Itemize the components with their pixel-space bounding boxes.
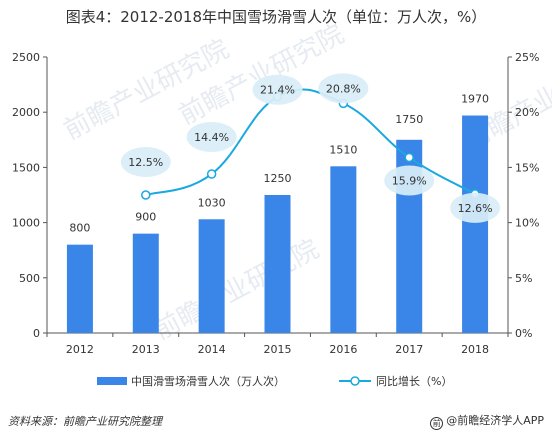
y-left-tick-label: 500 bbox=[19, 272, 40, 285]
y-left-tick-label: 2500 bbox=[12, 51, 40, 64]
growth-data-label: 21.4% bbox=[260, 84, 295, 97]
legend-bar-label: 中国滑雪场滑雪人次（万人次） bbox=[131, 374, 285, 388]
y-right-tick-label: 5% bbox=[515, 272, 532, 285]
growth-data-label: 15.9% bbox=[392, 174, 427, 187]
growth-data-label: 12.5% bbox=[128, 156, 163, 169]
brand-logo-icon: 前 bbox=[430, 417, 444, 430]
watermark-text: 前瞻产业研究院 bbox=[149, 234, 324, 346]
y-right-tick-label: 10% bbox=[515, 217, 539, 230]
y-right-tick-label: 0% bbox=[515, 327, 532, 340]
growth-bubble bbox=[120, 147, 171, 177]
x-tick-label: 2013 bbox=[132, 343, 160, 356]
bar-data-label: 1750 bbox=[395, 113, 423, 126]
x-tick-label: 2017 bbox=[395, 343, 423, 356]
growth-data-label: 20.8% bbox=[326, 82, 361, 95]
bar bbox=[462, 115, 489, 334]
bar-data-label: 1970 bbox=[461, 93, 489, 106]
growth-bubble bbox=[252, 74, 303, 105]
growth-point bbox=[404, 152, 414, 163]
bar bbox=[198, 219, 225, 333]
legend-line-marker bbox=[350, 376, 360, 386]
y-right-tick-label: 15% bbox=[515, 161, 539, 174]
y-right-tick-label: 25% bbox=[515, 51, 539, 64]
x-tick-label: 2012 bbox=[66, 343, 94, 356]
y-right-tick-label: 20% bbox=[515, 106, 539, 119]
bar-data-label: 1510 bbox=[329, 143, 357, 156]
legend-bar-swatch bbox=[97, 377, 127, 385]
source-note: 资料来源：前瞻产业研究院整理 bbox=[8, 415, 162, 428]
bar bbox=[132, 233, 159, 333]
growth-bubble bbox=[186, 122, 237, 153]
bar bbox=[330, 166, 357, 333]
y-left-tick-label: 1500 bbox=[12, 161, 40, 174]
chart-title: 图表4：2012-2018年中国雪场滑雪人次（单位：万人次，%） bbox=[65, 8, 487, 26]
growth-bubble bbox=[318, 73, 369, 104]
legend-line-label: 同比增长（%） bbox=[376, 374, 452, 388]
bar-data-label: 900 bbox=[135, 211, 156, 224]
growth-point bbox=[141, 190, 151, 200]
y-left-tick-label: 2000 bbox=[12, 106, 40, 119]
y-left-tick-label: 1000 bbox=[12, 217, 40, 230]
x-tick-label: 2016 bbox=[329, 343, 357, 356]
bar bbox=[66, 244, 93, 333]
growth-bubble bbox=[450, 192, 501, 223]
x-tick-label: 2015 bbox=[264, 343, 292, 356]
growth-point bbox=[206, 169, 217, 179]
brand-text: @前瞻经济学人APP bbox=[446, 414, 544, 427]
bar-data-label: 800 bbox=[69, 222, 90, 235]
bar bbox=[264, 195, 291, 333]
bar-data-label: 1030 bbox=[198, 196, 226, 209]
growth-data-label: 12.6% bbox=[458, 202, 493, 215]
growth-data-label: 14.4% bbox=[194, 131, 229, 144]
brand-credit: 前 @前瞻经济学人APP bbox=[430, 412, 544, 430]
x-tick-label: 2014 bbox=[198, 343, 226, 356]
growth-bubble bbox=[384, 165, 435, 196]
y-left-tick-label: 0 bbox=[33, 327, 40, 340]
x-tick-label: 2018 bbox=[461, 343, 489, 356]
bar-data-label: 1250 bbox=[264, 172, 292, 185]
